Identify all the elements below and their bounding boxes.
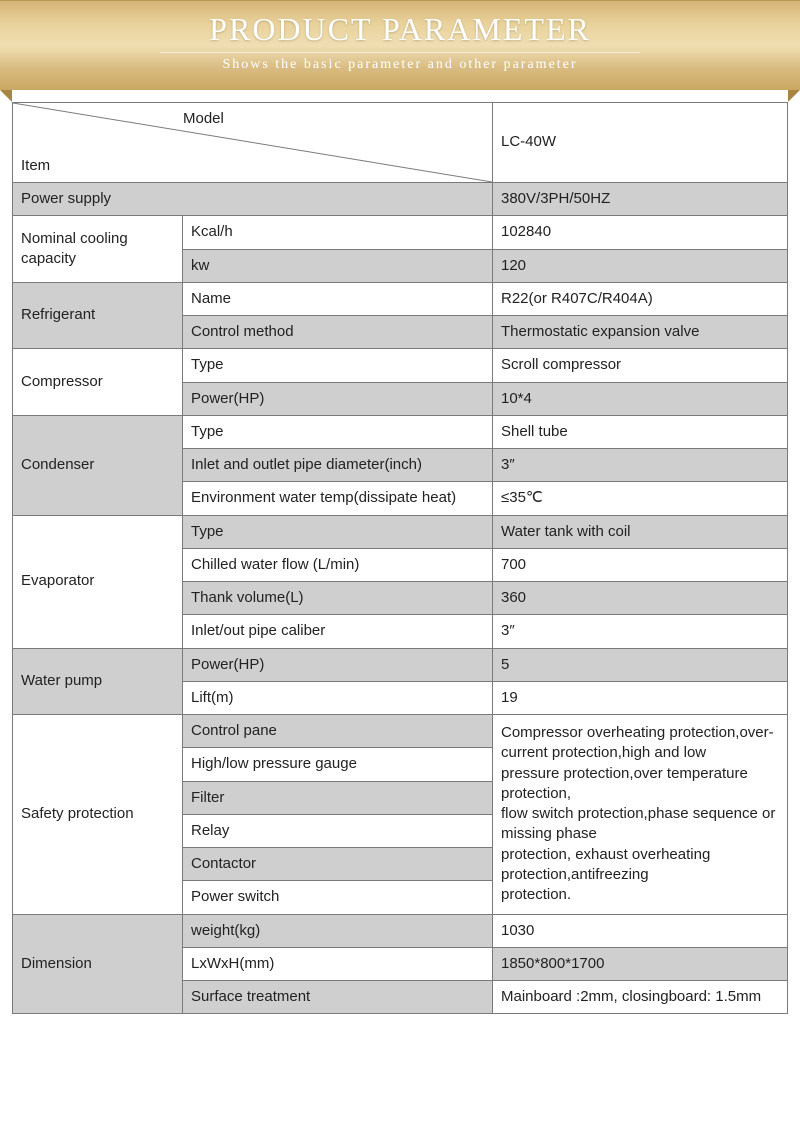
table-row: Refrigerant Name R22(or R407C/R404A)	[13, 282, 788, 315]
header-model-label: Model	[183, 109, 224, 129]
sub-condenser-temp: Environment water temp(dissipate heat)	[183, 482, 493, 515]
sub-evap-flow: Chilled water flow (L/min)	[183, 548, 493, 581]
val-condenser-type: Shell tube	[493, 415, 788, 448]
table-row: Safety protection Control pane Compresso…	[13, 715, 788, 748]
val-evap-vol: 360	[493, 582, 788, 615]
table-row: Condenser Type Shell tube	[13, 415, 788, 448]
val-evap-caliber: 3″	[493, 615, 788, 648]
table-row: Nominal cooling capacity Kcal/h 102840	[13, 216, 788, 249]
sub-condenser-type: Type	[183, 415, 493, 448]
banner-title: PRODUCT PARAMETER	[0, 11, 800, 48]
sub-cooling-kw: kw	[183, 249, 493, 282]
header-model-value: LC-40W	[493, 103, 788, 183]
sub-cooling-kcal: Kcal/h	[183, 216, 493, 249]
val-compressor-type: Scroll compressor	[493, 349, 788, 382]
val-pump-lift: 19	[493, 681, 788, 714]
item-waterpump: Water pump	[13, 648, 183, 715]
sub-evap-vol: Thank volume(L)	[183, 582, 493, 615]
table-row: Dimension weight(kg) 1030	[13, 914, 788, 947]
item-condenser: Condenser	[13, 415, 183, 515]
sub-evap-type: Type	[183, 515, 493, 548]
item-evaporator: Evaporator	[13, 515, 183, 648]
banner: PRODUCT PARAMETER Shows the basic parame…	[0, 0, 800, 90]
sub-evap-caliber: Inlet/out pipe caliber	[183, 615, 493, 648]
sub-safety-filter: Filter	[183, 781, 493, 814]
val-evap-type: Water tank with coil	[493, 515, 788, 548]
item-compressor: Compressor	[13, 349, 183, 416]
sub-condenser-pipe: Inlet and outlet pipe diameter(inch)	[183, 449, 493, 482]
sub-dim-surface: Surface treatment	[183, 981, 493, 1014]
item-cooling: Nominal cooling capacity	[13, 216, 183, 283]
table-row: Power supply 380V/3PH/50HZ	[13, 183, 788, 216]
spec-table-wrap: Model Item LC-40W Power supply 380V/3PH/…	[0, 90, 800, 1026]
item-refrigerant: Refrigerant	[13, 282, 183, 349]
val-dim-weight: 1030	[493, 914, 788, 947]
sub-safety-switch: Power switch	[183, 881, 493, 914]
sub-refrigerant-name: Name	[183, 282, 493, 315]
sub-safety-control: Control pane	[183, 715, 493, 748]
val-safety: Compressor overheating protection,over-c…	[493, 715, 788, 915]
table-header-row: Model Item LC-40W	[13, 103, 788, 183]
value-power-supply: 380V/3PH/50HZ	[493, 183, 788, 216]
banner-subtitle: Shows the basic parameter and other para…	[0, 57, 800, 73]
item-power-supply: Power supply	[13, 183, 493, 216]
sub-safety-gauge: High/low pressure gauge	[183, 748, 493, 781]
sub-dim-lwh: LxWxH(mm)	[183, 947, 493, 980]
sub-safety-contactor: Contactor	[183, 848, 493, 881]
table-row: Compressor Type Scroll compressor	[13, 349, 788, 382]
corner-cell: Model Item	[13, 103, 493, 183]
sub-refrigerant-control: Control method	[183, 316, 493, 349]
header-item-label: Item	[21, 156, 50, 176]
sub-dim-weight: weight(kg)	[183, 914, 493, 947]
sub-pump-lift: Lift(m)	[183, 681, 493, 714]
item-dimension: Dimension	[13, 914, 183, 1014]
sub-safety-relay: Relay	[183, 814, 493, 847]
val-refrigerant-name: R22(or R407C/R404A)	[493, 282, 788, 315]
val-cooling-kw: 120	[493, 249, 788, 282]
val-cooling-kcal: 102840	[493, 216, 788, 249]
table-row: Evaporator Type Water tank with coil	[13, 515, 788, 548]
val-condenser-pipe: 3″	[493, 449, 788, 482]
val-compressor-power: 10*4	[493, 382, 788, 415]
table-row: Water pump Power(HP) 5	[13, 648, 788, 681]
sub-pump-power: Power(HP)	[183, 648, 493, 681]
val-refrigerant-control: Thermostatic expansion valve	[493, 316, 788, 349]
sub-compressor-power: Power(HP)	[183, 382, 493, 415]
val-dim-lwh: 1850*800*1700	[493, 947, 788, 980]
spec-table: Model Item LC-40W Power supply 380V/3PH/…	[12, 102, 788, 1014]
val-dim-surface: Mainboard :2mm, closingboard: 1.5mm	[493, 981, 788, 1014]
banner-divider	[160, 52, 640, 53]
sub-compressor-type: Type	[183, 349, 493, 382]
item-safety: Safety protection	[13, 715, 183, 915]
val-evap-flow: 700	[493, 548, 788, 581]
val-condenser-temp: ≤35℃	[493, 482, 788, 515]
val-pump-power: 5	[493, 648, 788, 681]
